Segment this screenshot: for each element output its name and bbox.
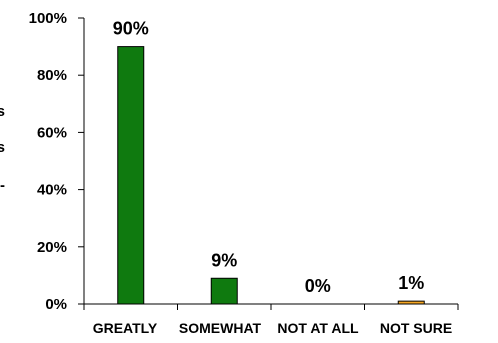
y-tick-label: 40% — [37, 182, 67, 199]
y-tick-label: 20% — [37, 239, 67, 256]
data-label: 1% — [398, 273, 424, 293]
y-tick-label: 80% — [37, 67, 67, 84]
x-tick-label: NOT SURE — [380, 320, 452, 336]
y-axis-label-fragments: s s - — [0, 103, 5, 194]
x-tick-label: GREATLY — [93, 320, 158, 336]
bar-somewhat — [210, 277, 238, 305]
x-tick-label: SOMEWHAT — [179, 320, 262, 336]
y-axis-label-fragment: s — [0, 103, 5, 120]
data-labels: 90% 9% 0% 1% — [113, 19, 425, 296]
data-label: 90% — [113, 19, 149, 39]
bars — [117, 46, 425, 305]
x-tick-label: NOT AT ALL — [277, 320, 359, 336]
y-axis-label-fragment: s — [0, 139, 5, 156]
y-axis-label-fragment: - — [0, 177, 5, 194]
y-tick-label: 0% — [45, 296, 67, 313]
x-axis: GREATLY SOMEWHAT NOT AT ALL NOT SURE — [83, 303, 459, 336]
bar-greatly — [117, 46, 145, 305]
data-label: 9% — [211, 250, 237, 270]
data-label: 0% — [305, 276, 331, 296]
y-axis: 0% 20% 40% 60% 80% 100% — [29, 10, 85, 313]
y-tick-label: 100% — [29, 10, 67, 27]
y-tick-label: 60% — [37, 124, 67, 141]
